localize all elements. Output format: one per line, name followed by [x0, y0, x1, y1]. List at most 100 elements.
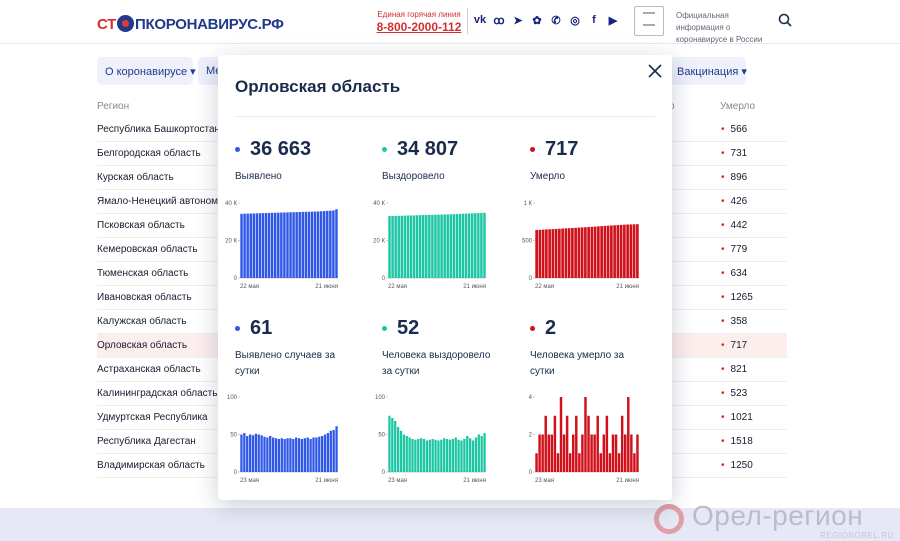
- bar: [477, 434, 480, 472]
- dead-count: 1518: [721, 436, 753, 447]
- logo-text-start: СТ: [97, 16, 117, 33]
- bar: [454, 437, 457, 472]
- search-icon[interactable]: [778, 13, 792, 27]
- bar: [617, 453, 621, 472]
- y-tick-label: 2: [529, 433, 533, 439]
- bar: [474, 213, 477, 278]
- viber-icon[interactable]: ✆: [551, 14, 561, 27]
- bar: [455, 214, 459, 278]
- bar: [568, 453, 572, 472]
- stat-dot: [235, 147, 240, 152]
- y-tick-label: 0: [234, 276, 238, 282]
- stat-detected-daily: 61 Выявлено случаев за сутки: [235, 317, 345, 380]
- bar: [394, 215, 397, 278]
- y-tick-label: 40 К: [373, 201, 385, 207]
- bar: [301, 211, 305, 278]
- bar: [249, 213, 252, 278]
- bar: [391, 418, 394, 472]
- bar: [564, 228, 568, 278]
- bar: [394, 421, 397, 472]
- column-header-region: Регион: [97, 101, 130, 112]
- dead-count: 442: [721, 220, 748, 231]
- region-name: Астраханская область: [97, 364, 201, 375]
- virus-logo-icon: [117, 15, 135, 32]
- dead-count: 821: [721, 364, 748, 375]
- hotline-phone-link[interactable]: 8-800-2000-112: [376, 20, 462, 34]
- x-tick-label: 21 июня: [463, 284, 486, 290]
- bar: [575, 415, 578, 472]
- bar: [409, 215, 413, 278]
- bar: [556, 453, 560, 472]
- government-emblem-icon[interactable]: [634, 6, 664, 36]
- bar: [616, 225, 620, 278]
- bar: [448, 439, 452, 472]
- bar: [263, 436, 266, 472]
- bar: [636, 224, 639, 278]
- bar: [428, 439, 431, 472]
- stat-value: 2: [545, 317, 557, 339]
- bar: [246, 436, 249, 472]
- stat-value: 36 663: [250, 138, 312, 160]
- bar: [599, 453, 602, 472]
- y-tick-label: 1 К: [524, 201, 533, 207]
- bar: [565, 415, 569, 472]
- bar: [558, 228, 561, 278]
- logo-text-end: ПКОРОНАВИРУС.РФ: [135, 16, 284, 33]
- bar: [544, 415, 547, 472]
- chart-dead-total: 1 К 500 022 мая 21 июня: [522, 201, 639, 290]
- bar: [280, 438, 283, 472]
- y-tick-label: 0: [234, 470, 238, 476]
- bar: [264, 213, 268, 278]
- bar: [280, 212, 283, 278]
- facebook-icon[interactable]: f: [592, 14, 596, 26]
- bar: [535, 230, 538, 278]
- bar: [295, 212, 298, 278]
- bar: [553, 415, 557, 472]
- instagram-icon[interactable]: ◎: [570, 14, 580, 27]
- telegram-icon[interactable]: ➤: [513, 14, 523, 27]
- bar: [535, 453, 538, 472]
- bar: [286, 438, 289, 472]
- hotline: Единая горячая линия 8-800-2000-112: [376, 10, 462, 34]
- bar: [630, 434, 633, 472]
- vk-icon[interactable]: vk: [473, 14, 487, 26]
- stat-value: 52: [397, 317, 420, 339]
- vk-clips-icon[interactable]: ✿: [532, 14, 542, 27]
- bar: [240, 434, 243, 472]
- bar: [463, 439, 466, 472]
- bar: [297, 438, 301, 472]
- bar: [610, 225, 613, 278]
- bar: [267, 212, 271, 278]
- bar: [541, 229, 545, 279]
- close-icon[interactable]: [648, 64, 662, 78]
- nav-vaccination[interactable]: Вакцинация ▾: [669, 57, 747, 85]
- chart-recovered-total: 40 К 20 К 022 мая 21 июня: [373, 201, 486, 290]
- bar: [466, 436, 469, 472]
- youtube-icon[interactable]: ▶: [608, 14, 618, 27]
- nav-about-coronavirus[interactable]: О коронавирусе ▾: [97, 57, 196, 85]
- x-tick-label: 21 июня: [463, 478, 486, 484]
- bar: [567, 228, 571, 279]
- bar: [584, 227, 587, 278]
- bar: [445, 439, 449, 472]
- dead-count: 717: [721, 340, 748, 351]
- bar: [602, 434, 606, 472]
- bar: [254, 433, 257, 472]
- bar: [335, 426, 338, 472]
- y-tick-label: 0: [382, 276, 386, 282]
- y-tick-label: 50: [230, 433, 237, 439]
- region-name: Псковская область: [97, 220, 185, 231]
- bar: [480, 212, 483, 278]
- bar: [332, 210, 335, 278]
- bar: [620, 415, 624, 472]
- bar: [480, 436, 483, 472]
- stat-dead: 717 Умерло: [530, 138, 660, 185]
- site-logo[interactable]: СТ ПКОРОНАВИРУС.РФ: [97, 12, 284, 33]
- y-tick-label: 100: [227, 395, 238, 401]
- region-name: Удмуртская Республика: [97, 412, 208, 423]
- modal-divider: [235, 116, 655, 117]
- bar: [627, 397, 630, 472]
- gov-official-info[interactable]: Официальная информация о коронавирусе в …: [676, 11, 763, 44]
- bar: [388, 216, 391, 279]
- ok-icon[interactable]: ꝏ: [493, 14, 505, 27]
